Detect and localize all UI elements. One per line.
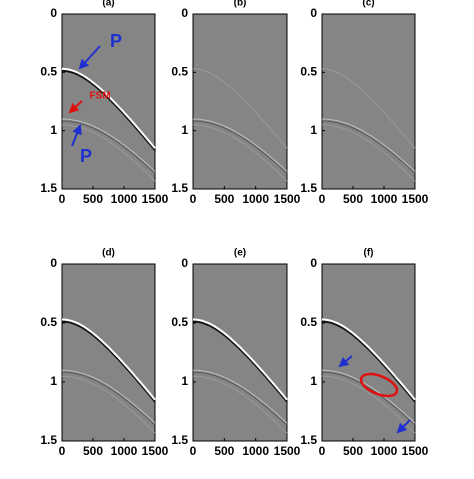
y-tick-label: 1 (181, 123, 188, 137)
event-weak (321, 369, 416, 424)
event-weak-dark (192, 120, 288, 174)
y-tick-label: 1.5 (300, 181, 317, 195)
x-tick-label: 500 (83, 444, 103, 458)
event-bright (61, 67, 156, 149)
x-tick-label: 1000 (111, 192, 138, 206)
event-bright (321, 318, 416, 401)
x-tick-label: 0 (59, 192, 66, 206)
event-weak-dark (321, 371, 416, 426)
event-dark (61, 320, 156, 403)
y-tick-label: 0 (181, 256, 188, 270)
y-tick-label: 1.5 (300, 433, 317, 447)
y-tick-label: 0.5 (40, 65, 57, 79)
x-tick-label: 1500 (142, 192, 169, 206)
x-tick-label: 1000 (371, 192, 398, 206)
x-tick-label: 0 (59, 444, 66, 458)
event-weak-dark (61, 371, 156, 426)
plot-area (192, 263, 288, 442)
y-tick-label: 0.5 (40, 315, 57, 329)
y-tick-label: 0 (50, 256, 57, 270)
y-tick-label: 0.5 (171, 65, 188, 79)
x-tick-label: 500 (214, 444, 234, 458)
y-tick-label: 0 (181, 6, 188, 20)
event-faint (321, 68, 416, 149)
arrow (78, 45, 101, 70)
x-tick-label: 500 (83, 192, 103, 206)
panel-title: (b) (234, 0, 247, 9)
x-tick-label: 0 (190, 444, 197, 458)
plot-area (61, 263, 156, 442)
arrow (68, 100, 83, 114)
event-late (192, 375, 288, 434)
event-faint (192, 68, 288, 149)
panel-title: (f) (364, 248, 374, 259)
x-tick-label: 1000 (111, 444, 138, 458)
x-tick-label: 500 (343, 444, 363, 458)
annotation: P (80, 146, 92, 166)
event-late (192, 124, 288, 182)
event-late (61, 375, 156, 434)
y-tick-label: 1 (50, 374, 57, 388)
x-tick-label: 1000 (371, 444, 398, 458)
annotation: FSM (89, 91, 110, 102)
event-weak (192, 118, 288, 172)
event-weak-dark (61, 120, 156, 174)
plot-area (321, 13, 416, 190)
y-tick-label: 0.5 (300, 65, 317, 79)
x-tick-label: 500 (214, 192, 234, 206)
y-tick-label: 0 (50, 6, 57, 20)
x-tick-label: 500 (343, 192, 363, 206)
x-tick-label: 0 (319, 192, 326, 206)
x-tick-label: 1500 (402, 192, 429, 206)
event-late (321, 124, 416, 182)
arrow (71, 124, 82, 147)
panel-title: (d) (102, 248, 115, 259)
y-tick-label: 1.5 (171, 433, 188, 447)
arrow (396, 419, 411, 434)
y-tick-label: 1 (310, 374, 317, 388)
y-tick-label: 0.5 (300, 315, 317, 329)
highlight-ellipse (359, 372, 399, 398)
x-tick-label: 1500 (402, 444, 429, 458)
event-dark (192, 320, 288, 403)
event-weak-dark (192, 371, 288, 426)
x-tick-label: 1500 (142, 444, 169, 458)
x-tick-label: 1000 (242, 192, 269, 206)
event-bright (192, 318, 288, 401)
event-weak (61, 369, 156, 424)
y-tick-label: 1 (310, 123, 317, 137)
y-tick-label: 0 (310, 6, 317, 20)
y-tick-label: 1 (181, 374, 188, 388)
y-tick-label: 1.5 (171, 181, 188, 195)
x-tick-label: 1500 (274, 192, 301, 206)
event-weak (321, 118, 416, 172)
y-tick-label: 1.5 (40, 433, 57, 447)
event-bright (61, 318, 156, 401)
event-weak-dark (321, 120, 416, 174)
x-tick-label: 1000 (242, 444, 269, 458)
x-tick-label: 1500 (274, 444, 301, 458)
event-weak (192, 369, 288, 424)
x-tick-label: 0 (319, 444, 326, 458)
y-tick-label: 0 (310, 256, 317, 270)
arrow (338, 355, 353, 368)
y-tick-label: 0.5 (171, 315, 188, 329)
x-tick-label: 0 (190, 192, 197, 206)
plot-area (192, 13, 288, 190)
panel-title: (c) (362, 0, 374, 9)
panel-title: (a) (102, 0, 114, 9)
annotation: P (110, 31, 122, 51)
y-tick-label: 1 (50, 123, 57, 137)
event-weak (61, 118, 156, 172)
event-dark (61, 69, 156, 151)
panel-title: (e) (234, 248, 246, 259)
event-late (321, 375, 416, 434)
y-tick-label: 1.5 (40, 181, 57, 195)
plot-area (321, 263, 416, 442)
event-dark (321, 320, 416, 403)
